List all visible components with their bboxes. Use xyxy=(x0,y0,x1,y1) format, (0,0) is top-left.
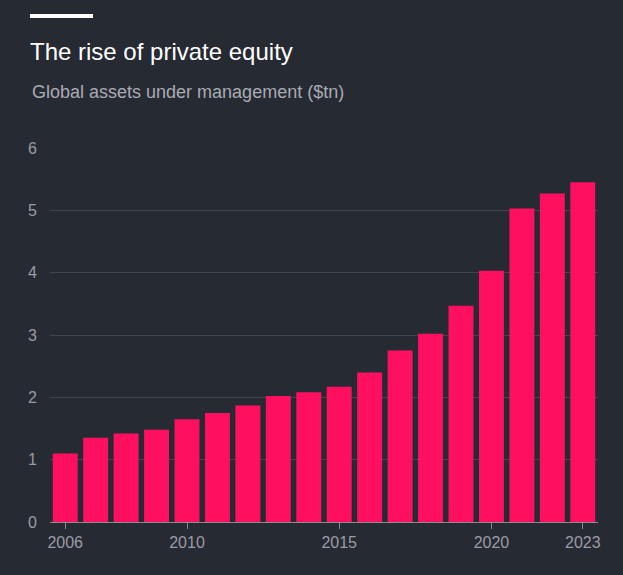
svg-text:0: 0 xyxy=(28,514,37,531)
svg-text:2020: 2020 xyxy=(474,534,510,551)
svg-text:2: 2 xyxy=(28,389,37,406)
svg-text:3: 3 xyxy=(28,327,37,344)
svg-text:4: 4 xyxy=(28,264,37,281)
svg-text:The rise of private equity: The rise of private equity xyxy=(30,38,293,65)
svg-text:5: 5 xyxy=(28,202,37,219)
svg-text:2023: 2023 xyxy=(565,534,601,551)
svg-text:6: 6 xyxy=(28,140,37,157)
svg-text:2015: 2015 xyxy=(321,534,357,551)
svg-text:2010: 2010 xyxy=(169,534,205,551)
svg-text:Global assets under management: Global assets under management ($tn) xyxy=(32,82,344,102)
svg-text:2006: 2006 xyxy=(47,534,83,551)
svg-text:1: 1 xyxy=(28,451,37,468)
